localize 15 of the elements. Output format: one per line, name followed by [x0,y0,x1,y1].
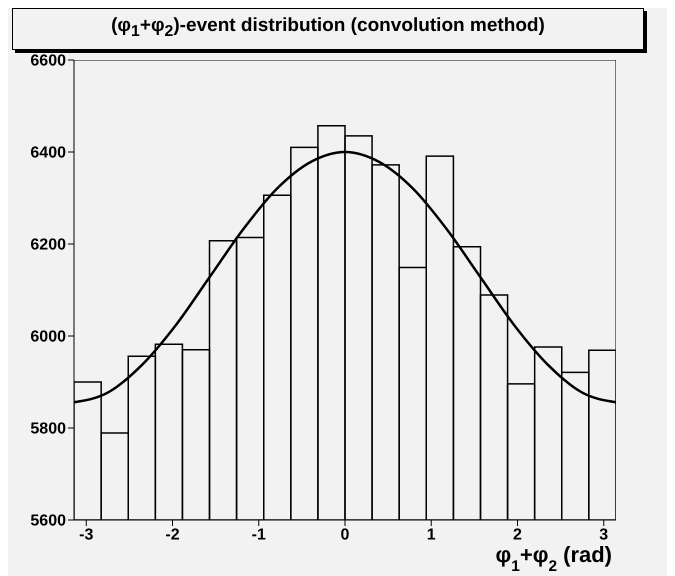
x-tick-label: -3 [79,526,94,544]
y-tick-label: 6200 [30,236,66,254]
x-tick-label: -2 [165,526,180,544]
x-tick-label: 2 [513,526,522,544]
y-tick-label: 6600 [30,52,66,70]
y-tick-label: 6000 [30,328,66,346]
x-tick-label: 0 [340,526,350,544]
y-tick-label: 5800 [30,420,66,438]
x-tick-label: -1 [252,526,266,544]
x-tick-label: 3 [599,526,608,544]
y-tick-label: 6400 [30,144,66,162]
chart-title: (φ$_{1}$+φ$_{2}$)-event distribution (convolution method) [12,8,644,50]
y-tick-label: 5600 [30,512,66,530]
x-axis-title: φ$_{1}$+φ$_{2}$ (rad) [496,542,612,574]
x-tick-label: 1 [426,526,436,544]
